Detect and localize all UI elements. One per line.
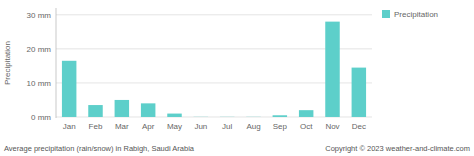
bar [62,61,76,117]
annotation: Copyright © 2023 weather-and-climate.com [325,144,470,153]
bar [325,22,339,117]
grid-line [56,82,372,83]
bar [88,105,102,117]
chart-svg: 0 mm 10 mm 20 mm 30 mm Precipitation Jan Feb Ma… [0,0,474,156]
x-tick-label: Sep [273,122,288,131]
chart-container: 0 mm 10 mm 20 mm 30 mm Precipitation Jan Feb Ma… [0,0,474,156]
legend-label: Precipitation [394,10,438,19]
x-tick-label: Mar [115,122,129,131]
bar [115,100,129,117]
x-tick-label: Dec [352,122,366,131]
bar [273,115,287,117]
y-tick-label: 20 mm [27,45,52,54]
y-tick-label: 30 mm [27,11,52,20]
grid-line [56,116,372,117]
bars [62,22,366,117]
x-tick-label: Apr [142,122,155,131]
x-tick-label: Oct [300,122,313,131]
x-tick-label: Jun [194,122,207,131]
bar [246,116,260,117]
bar [194,116,208,117]
bar [220,116,234,117]
x-tick-label: Nov [325,122,339,131]
x-axis-label: Average precipitation (rain/snow) in Rab… [4,144,195,153]
x-tick-label: May [167,122,182,131]
y-axis-line [56,8,57,118]
x-tick-label: Aug [246,122,260,131]
grid-line [56,48,372,49]
legend-swatch [382,10,390,18]
x-tick-label: Jan [63,122,76,131]
y-tick-label: 10 mm [27,79,52,88]
bar [167,114,181,117]
grid-line [56,14,372,15]
y-tick-label: 0 mm [31,113,51,122]
bar [299,110,313,117]
x-tick-label: Jul [222,122,232,131]
bar [141,103,155,117]
y-axis-label: Precipitation [3,41,12,85]
x-tick-label: Feb [89,122,103,131]
bar [352,68,366,117]
